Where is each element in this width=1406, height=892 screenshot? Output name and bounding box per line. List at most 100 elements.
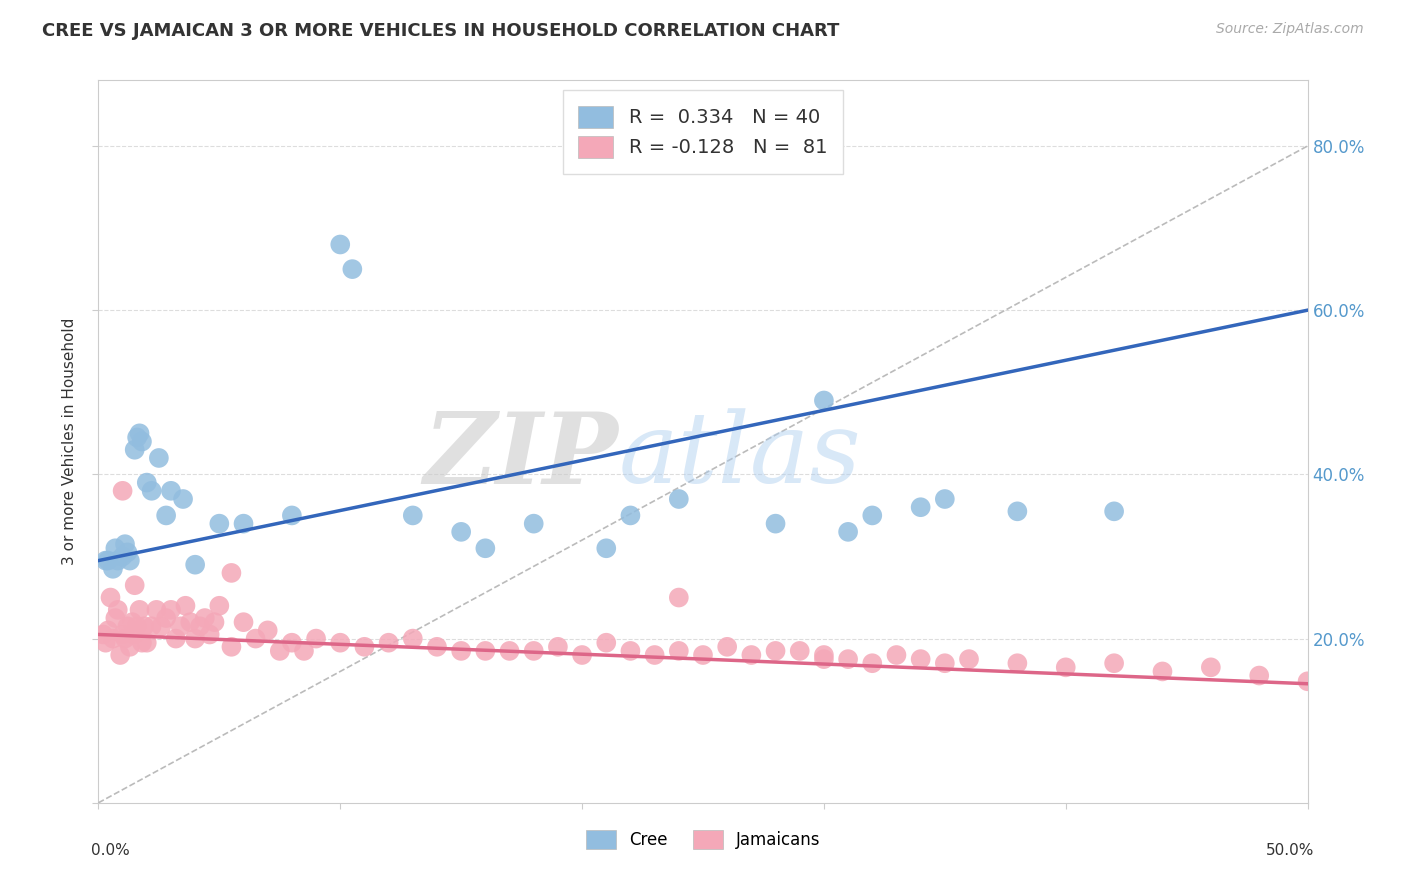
Point (377, 636, 399, 650)
Point (128, 426, 150, 441)
Point (1007, 504, 1029, 518)
Point (474, 644, 496, 658)
Point (188, 619, 211, 633)
Point (160, 603, 183, 617)
Point (232, 516, 254, 531)
Point (141, 483, 163, 498)
Point (1102, 657, 1125, 671)
Point (91, 627, 114, 641)
Point (100, 591, 122, 605)
Point (256, 624, 278, 638)
Text: CREE VS JAMAICAN 3 OR MORE VEHICLES IN HOUSEHOLD CORRELATION CHART: CREE VS JAMAICAN 3 OR MORE VEHICLES IN H… (42, 22, 839, 40)
Point (1054, 660, 1077, 674)
Point (114, 632, 136, 646)
Point (184, 632, 207, 646)
Point (94, 553, 117, 567)
Text: atlas: atlas (619, 409, 860, 504)
Point (101, 632, 124, 646)
Point (402, 508, 425, 523)
Point (668, 491, 690, 506)
Point (860, 657, 883, 671)
Point (104, 541, 127, 556)
Point (450, 524, 472, 539)
Point (165, 632, 187, 646)
Point (910, 500, 932, 515)
Point (131, 636, 153, 650)
Point (128, 603, 150, 617)
Point (1199, 660, 1222, 674)
Point (97, 553, 120, 567)
Point (155, 508, 177, 523)
Point (135, 475, 157, 490)
Point (135, 636, 157, 650)
Point (571, 648, 593, 662)
Point (184, 558, 207, 572)
Point (765, 644, 787, 658)
Point (305, 632, 328, 646)
Point (107, 603, 129, 617)
Point (232, 615, 254, 630)
Point (124, 578, 146, 592)
Point (765, 516, 787, 531)
Point (108, 648, 131, 662)
Point (169, 619, 191, 633)
Point (101, 562, 124, 576)
Point (118, 553, 141, 567)
Point (353, 640, 375, 654)
Point (174, 599, 197, 613)
Point (957, 652, 980, 666)
Point (789, 644, 811, 658)
Point (595, 541, 617, 556)
Point (619, 644, 641, 658)
Point (644, 648, 666, 662)
Point (813, 652, 835, 666)
Point (269, 644, 291, 658)
Text: 50.0%: 50.0% (1267, 843, 1315, 858)
Point (1296, 674, 1319, 689)
Point (1249, 668, 1271, 682)
Point (179, 615, 201, 630)
Point (474, 541, 496, 556)
Legend: Cree, Jamaicans: Cree, Jamaicans (579, 823, 827, 856)
Point (813, 393, 835, 408)
Point (111, 627, 134, 641)
Point (860, 508, 883, 523)
Point (117, 545, 139, 559)
Point (329, 237, 352, 252)
Point (204, 615, 226, 630)
Point (124, 627, 146, 641)
Point (94, 636, 117, 650)
Point (716, 640, 738, 654)
Point (692, 648, 714, 662)
Point (245, 632, 267, 646)
Point (145, 603, 167, 617)
Point (124, 442, 146, 457)
Point (668, 644, 690, 658)
Point (910, 652, 932, 666)
Point (134, 619, 156, 633)
Point (450, 644, 472, 658)
Point (141, 619, 163, 633)
Point (837, 652, 859, 666)
Point (97, 624, 120, 638)
Point (155, 611, 177, 625)
Point (208, 516, 231, 531)
Point (547, 640, 569, 654)
Point (148, 450, 170, 465)
Point (111, 483, 134, 498)
Point (107, 553, 129, 567)
Point (668, 591, 690, 605)
Point (523, 644, 546, 658)
Point (402, 632, 425, 646)
Point (426, 640, 449, 654)
Point (172, 491, 194, 506)
Point (160, 483, 183, 498)
Point (292, 644, 315, 658)
Point (523, 516, 546, 531)
Point (127, 619, 149, 633)
Point (934, 491, 956, 506)
Point (194, 611, 217, 625)
Point (281, 508, 304, 523)
Point (118, 640, 141, 654)
Y-axis label: 3 or more Vehicles in Household: 3 or more Vehicles in Household (62, 318, 77, 566)
